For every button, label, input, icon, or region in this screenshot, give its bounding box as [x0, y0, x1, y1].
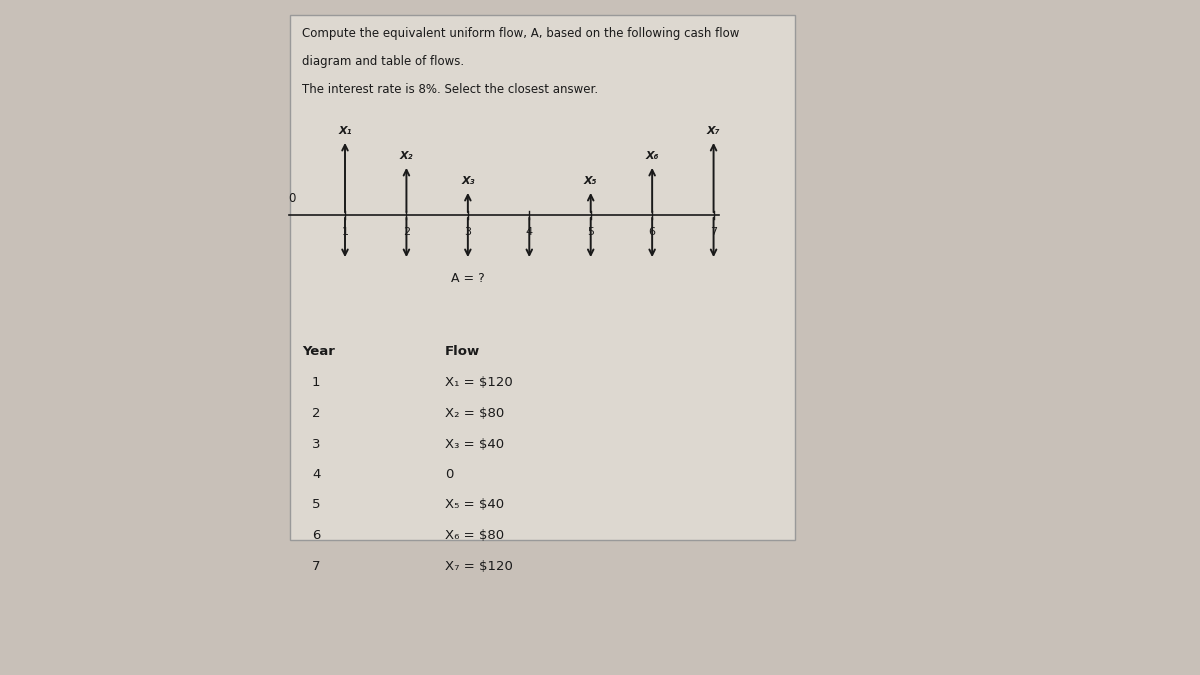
Text: X₃ = $40: X₃ = $40: [445, 437, 504, 450]
Text: 2: 2: [403, 227, 410, 237]
Text: X₇ = $120: X₇ = $120: [445, 560, 512, 572]
Text: Flow: Flow: [445, 345, 480, 358]
Text: 2: 2: [312, 407, 320, 420]
FancyBboxPatch shape: [290, 15, 794, 540]
Text: 0: 0: [445, 468, 454, 481]
Text: X₁ = $120: X₁ = $120: [445, 377, 512, 389]
Text: X₂: X₂: [400, 151, 413, 161]
Text: X₆ = $80: X₆ = $80: [445, 529, 504, 542]
Text: X₅ = $40: X₅ = $40: [445, 499, 504, 512]
Text: X₁: X₁: [338, 126, 352, 136]
Text: Year: Year: [302, 345, 335, 358]
Text: 5: 5: [312, 499, 320, 512]
Text: 6: 6: [312, 529, 320, 542]
Text: X₇: X₇: [707, 126, 720, 136]
Text: diagram and table of flows.: diagram and table of flows.: [302, 55, 464, 68]
Text: The interest rate is 8%. Select the closest answer.: The interest rate is 8%. Select the clos…: [302, 83, 598, 96]
Text: Compute the equivalent uniform flow, A, based on the following cash flow: Compute the equivalent uniform flow, A, …: [302, 27, 739, 40]
Text: 0: 0: [288, 192, 296, 205]
Text: 3: 3: [312, 437, 320, 450]
Text: 6: 6: [649, 227, 655, 237]
Text: X₅: X₅: [584, 176, 598, 186]
Text: 5: 5: [587, 227, 594, 237]
Text: 4: 4: [312, 468, 320, 481]
Text: 3: 3: [464, 227, 472, 237]
Text: X₃: X₃: [461, 176, 475, 186]
Text: 4: 4: [526, 227, 533, 237]
Text: 7: 7: [710, 227, 718, 237]
Text: X₂ = $80: X₂ = $80: [445, 407, 504, 420]
Text: X₆: X₆: [646, 151, 659, 161]
Text: 1: 1: [312, 377, 320, 389]
Text: 7: 7: [312, 560, 320, 572]
Text: 1: 1: [342, 227, 348, 237]
Text: A = ?: A = ?: [451, 272, 485, 285]
